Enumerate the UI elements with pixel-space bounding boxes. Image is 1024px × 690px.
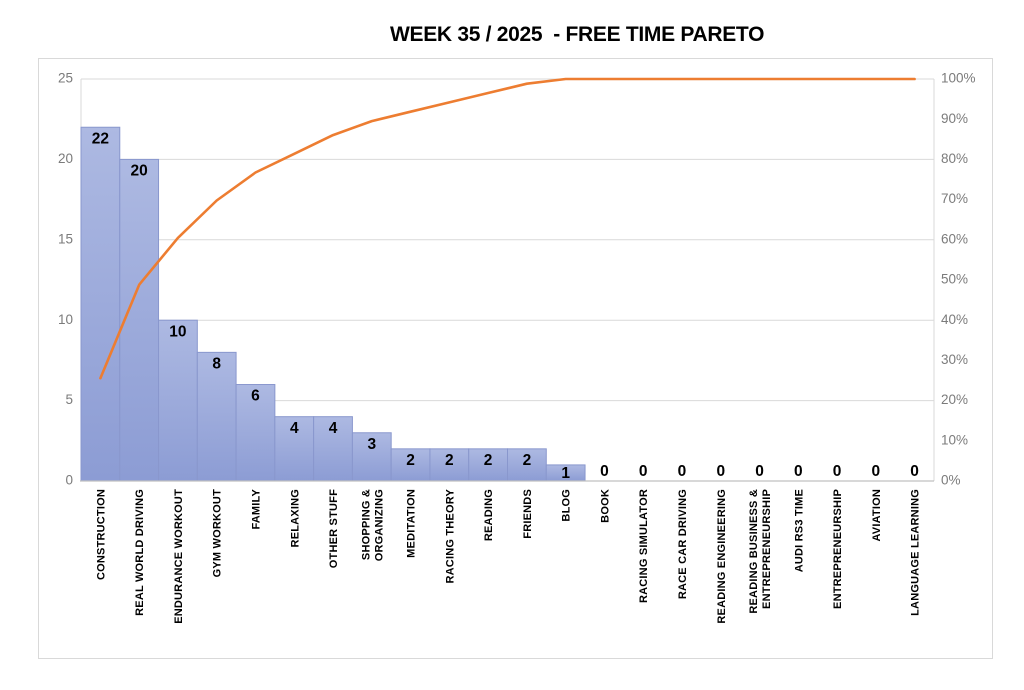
left-axis-tick-label: 10 xyxy=(58,312,73,327)
bar-value-label: 0 xyxy=(755,463,764,480)
bar xyxy=(158,319,198,482)
right-axis-tick-label: 50% xyxy=(941,272,968,287)
category-label: MEDITATION xyxy=(406,489,418,558)
bar-value-label: 2 xyxy=(445,452,454,469)
category-label: FRIENDS xyxy=(522,489,534,539)
category-label: READING ENGINEERING xyxy=(716,489,728,624)
category-label: GYM WORKOUT xyxy=(212,489,224,577)
right-axis-tick-label: 30% xyxy=(941,352,968,367)
category-label: FAMILY xyxy=(251,489,263,530)
left-axis-tick-label: 25 xyxy=(58,71,73,86)
right-axis-tick-label: 80% xyxy=(941,151,968,166)
bar-value-label: 2 xyxy=(406,452,415,469)
category-label: SHOPPING & xyxy=(360,489,372,560)
bar xyxy=(351,432,392,482)
bar-value-label: 4 xyxy=(329,420,338,437)
right-axis-tick-label: 70% xyxy=(941,191,968,206)
bar-value-label: 22 xyxy=(92,130,109,147)
bar-value-label: 6 xyxy=(251,388,260,405)
bar-value-label: 8 xyxy=(212,355,221,372)
right-axis-tick-label: 60% xyxy=(941,231,968,246)
category-label: READING BUSINESS & xyxy=(748,489,760,614)
right-axis-tick-label: 100% xyxy=(941,71,976,86)
category-label: ENDURANCE WORKOUT xyxy=(173,489,185,624)
bar-value-label: 0 xyxy=(639,463,648,480)
left-axis-tick-label: 0 xyxy=(65,473,73,488)
bar-value-label: 0 xyxy=(600,463,609,480)
chart-frame: 22 20 10 8 6 4 4 3 2 2 2 2 1 0 0 0 0 0 0 0 0 0 0 5 10 15 20 25 0% 10%… xyxy=(38,58,993,659)
category-label: AUDI RS3 TIME xyxy=(793,489,805,572)
right-axis-tick-label: 0% xyxy=(941,473,961,488)
category-label: OTHER STUFF xyxy=(328,489,340,568)
bar-value-label: 0 xyxy=(716,463,725,480)
bar-value-label: 4 xyxy=(290,420,299,437)
bar-value-label: 2 xyxy=(523,452,532,469)
right-axis-tick-label: 20% xyxy=(941,392,968,407)
bar-value-label: 20 xyxy=(131,162,148,179)
category-label: RACING SIMULATOR xyxy=(638,489,650,603)
bar-value-label: 10 xyxy=(169,323,186,340)
category-label: ORGANIZING xyxy=(373,489,385,561)
right-axis-tick-label: 40% xyxy=(941,312,968,327)
category-label: READING xyxy=(483,489,495,541)
bar-value-label: 0 xyxy=(678,463,687,480)
category-label: REAL WORLD DRIVING xyxy=(134,489,146,616)
cumulative-line xyxy=(99,77,916,380)
category-label: ENTREPRENEURSHIP xyxy=(761,489,773,609)
bar xyxy=(80,126,121,482)
right-axis-tick-label: 90% xyxy=(941,111,968,126)
bar-value-label: 0 xyxy=(872,463,881,480)
category-label: AVIATION xyxy=(871,489,883,542)
category-label: CONSTRUCTION xyxy=(95,489,107,580)
chart-title: WEEK 35 / 2025 - FREE TIME PARETO xyxy=(390,23,765,46)
left-axis-tick-label: 20 xyxy=(58,151,73,166)
bar xyxy=(196,351,237,482)
left-axis-tick-label: 5 xyxy=(65,392,73,407)
bar xyxy=(235,384,276,482)
category-label: LANGUAGE LEARNING xyxy=(910,489,922,616)
category-label: BLOG xyxy=(561,489,573,522)
bar-value-label: 0 xyxy=(794,463,803,480)
category-label: RACING THEORY xyxy=(444,489,456,584)
category-label: BOOK xyxy=(599,489,611,523)
left-axis-tick-label: 15 xyxy=(58,231,73,246)
bar-value-label: 3 xyxy=(367,436,376,453)
category-label: RACE CAR DRIVING xyxy=(677,489,689,599)
category-label: RELAXING xyxy=(289,489,301,547)
bar-value-label: 0 xyxy=(833,463,842,480)
right-axis-tick-label: 10% xyxy=(941,432,968,447)
bar xyxy=(274,416,315,482)
bar xyxy=(313,416,353,482)
bar-value-label: 2 xyxy=(484,452,493,469)
bar-value-label: 0 xyxy=(910,463,919,480)
category-label: ENTREPRENEURSHIP xyxy=(832,489,844,609)
bar-value-label: 1 xyxy=(561,465,570,482)
